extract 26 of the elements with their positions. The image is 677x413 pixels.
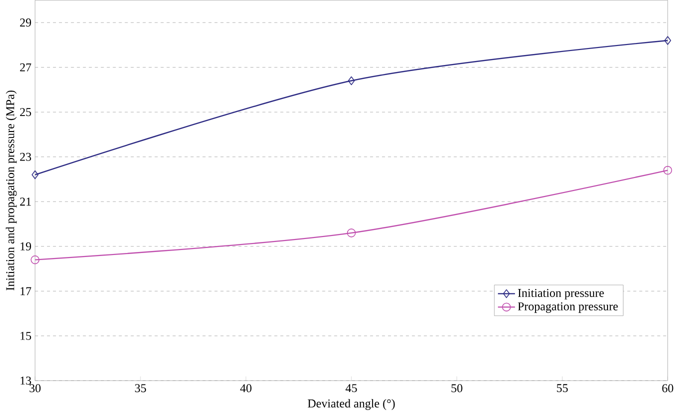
x-tick-label: 60	[662, 384, 674, 392]
legend-label: Initiation pressure	[518, 288, 604, 300]
y-tick-label: 15	[20, 332, 32, 340]
legend-label: Propagation pressure	[518, 302, 618, 313]
y-axis-title: Initiation and propagation pressure (MPa)	[6, 90, 17, 290]
point	[30, 255, 40, 264]
point	[663, 166, 672, 175]
x-tick-label: 30	[30, 384, 41, 392]
x-tick-label: 55	[556, 384, 568, 392]
point	[346, 228, 356, 238]
x-tick-label: 45	[346, 384, 357, 392]
y-tick-label: 23	[20, 152, 32, 161]
x-tick-label: 35	[135, 384, 146, 392]
point	[348, 76, 355, 86]
x-axis-title: Deviated angle (°)	[308, 398, 395, 410]
y-tick-label: 19	[20, 242, 32, 250]
y-tick-label: 21	[20, 198, 31, 206]
point	[32, 170, 38, 180]
y-tick-label: 29	[20, 18, 32, 26]
y-tick-label: 25	[20, 108, 32, 116]
y-tick-label: 27	[20, 63, 32, 72]
x-tick-label: 50	[452, 384, 462, 392]
y-tick-label: 13	[20, 376, 32, 385]
point	[664, 36, 672, 45]
x-tick-label: 40	[240, 384, 252, 392]
y-tick-label: 17	[20, 287, 32, 295]
